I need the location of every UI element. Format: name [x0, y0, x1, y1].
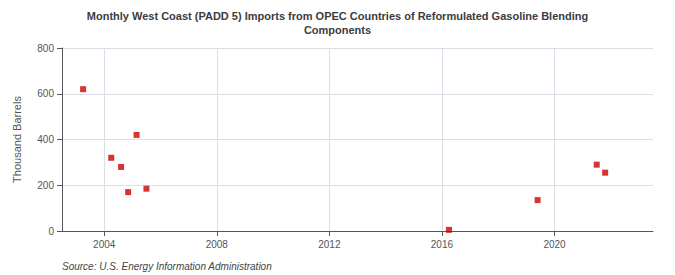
- svg-text:Source: U.S. Energy Informatio: Source: U.S. Energy Information Administ…: [62, 261, 272, 272]
- svg-text:2020: 2020: [543, 239, 566, 250]
- svg-text:2016: 2016: [431, 239, 454, 250]
- svg-text:2012: 2012: [318, 239, 341, 250]
- svg-text:800: 800: [37, 43, 54, 54]
- svg-text:200: 200: [37, 180, 54, 191]
- svg-text:2008: 2008: [206, 239, 229, 250]
- svg-text:0: 0: [48, 226, 54, 237]
- svg-text:600: 600: [37, 88, 54, 99]
- svg-text:Components: Components: [304, 24, 371, 36]
- svg-text:2004: 2004: [93, 239, 116, 250]
- svg-text:400: 400: [37, 134, 54, 145]
- svg-text:Monthly West Coast (PADD 5) Im: Monthly West Coast (PADD 5) Imports from…: [87, 10, 588, 22]
- svg-text:Thousand Barrels: Thousand Barrels: [11, 96, 23, 183]
